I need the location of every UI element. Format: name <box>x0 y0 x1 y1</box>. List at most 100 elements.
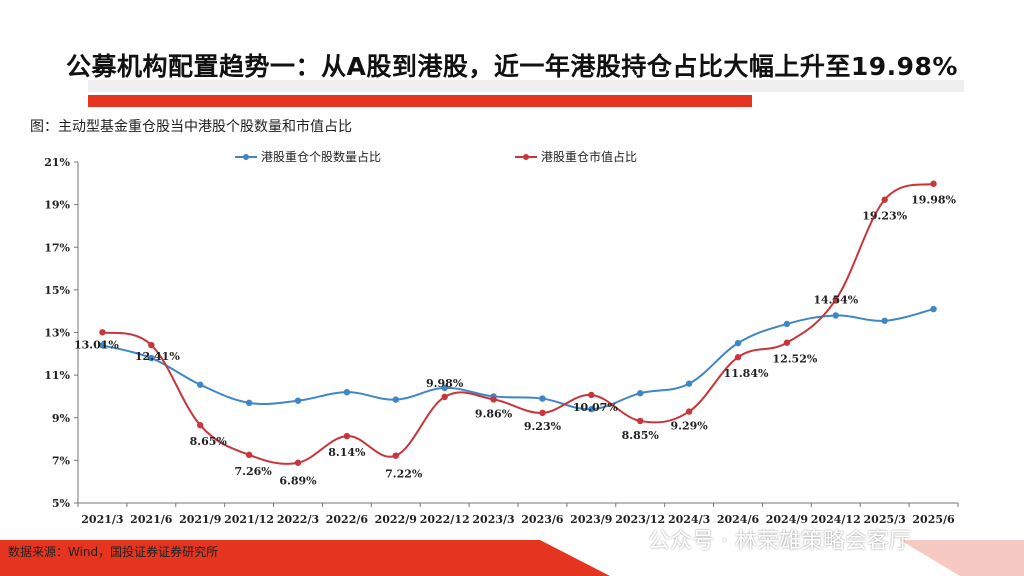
data-point <box>685 380 693 387</box>
data-point <box>881 317 888 324</box>
data-label: 8.14% <box>328 446 366 459</box>
data-point <box>685 408 693 415</box>
x-tick-label: 2025/6 <box>912 513 955 526</box>
series-line-1 <box>102 182 934 465</box>
data-label: 8.85% <box>622 429 660 442</box>
x-tick-label: 2022/3 <box>277 513 319 526</box>
data-label: 9.23% <box>524 420 562 433</box>
data-label: 7.22% <box>385 468 423 481</box>
data-point <box>148 341 155 349</box>
data-label: 14.54% <box>813 294 858 307</box>
legend-label: 港股重仓个股数量占比 <box>261 149 381 164</box>
data-label: 6.89% <box>279 475 317 488</box>
x-tick-label: 2021/3 <box>81 513 123 526</box>
data-point <box>245 451 253 459</box>
data-label: 9.98% <box>426 377 464 390</box>
data-point <box>294 459 302 466</box>
data-point <box>99 329 106 336</box>
data-label: 11.84% <box>724 367 769 380</box>
x-tick-label: 2021/6 <box>130 513 173 526</box>
legend-label: 港股重仓市值占比 <box>541 149 637 164</box>
x-tick-label: 2022/9 <box>375 513 417 526</box>
x-tick-label: 2025/3 <box>864 513 906 526</box>
data-point <box>392 452 399 459</box>
data-point <box>197 422 204 429</box>
data-point <box>539 395 546 402</box>
y-tick-label: 13% <box>44 327 70 340</box>
data-label: 9.86% <box>475 407 513 420</box>
data-point <box>832 312 839 319</box>
data-label: 12.41% <box>135 350 180 363</box>
data-point <box>637 390 644 397</box>
x-tick-label: 2024/12 <box>811 513 861 526</box>
data-point <box>490 396 497 403</box>
data-point <box>832 296 839 303</box>
watermark: 公众号 · 林荣雄策略会客厅 <box>612 523 911 555</box>
y-tick-label: 21% <box>44 156 70 169</box>
data-point <box>734 339 742 347</box>
chart-legend: 港股重仓个股数量占比 港股重仓市值占比 <box>235 149 637 164</box>
data-label: 10.07% <box>573 401 618 414</box>
y-tick-label: 19% <box>44 199 70 212</box>
data-point <box>245 399 253 407</box>
y-tick-label: 17% <box>44 241 70 254</box>
x-tick-label: 2023/6 <box>521 513 564 526</box>
data-point <box>343 388 351 396</box>
x-tick-label: 2024/9 <box>766 513 808 526</box>
data-point <box>588 391 595 399</box>
data-point <box>930 180 937 187</box>
x-tick-label: 2024/3 <box>668 513 710 526</box>
data-label: 19.98% <box>911 194 956 207</box>
data-label: 7.26% <box>234 465 272 478</box>
chart-subtitle: 图：主动型基金重仓股当中港股个股数量和市值占比 <box>30 119 352 135</box>
data-point <box>783 320 791 328</box>
data-point <box>783 339 791 346</box>
page-title: 公募机构配置趋势一：从A股到港股，近一年港股持仓占比大幅上升至19.98% <box>66 52 958 81</box>
data-source-note: 数据来源：Wind，国投证券证券研究所 <box>8 545 219 559</box>
footer-accent-bar <box>0 540 1024 576</box>
x-tick-label: 2023/12 <box>615 513 665 526</box>
data-label: 9.29% <box>670 420 708 433</box>
data-point <box>99 342 106 349</box>
data-point <box>392 396 399 403</box>
data-point <box>637 417 644 425</box>
x-tick-label: 2023/3 <box>472 513 514 526</box>
chart-axes: 5% 7% 9% 11% 13% 15% 17% 19% 21% 2021/3 2021/6 2021… <box>44 156 959 526</box>
y-tick-label: 7% <box>52 454 71 467</box>
data-label: 19.23% <box>862 210 907 223</box>
x-tick-label: 2021/9 <box>179 513 221 526</box>
data-point <box>539 409 546 417</box>
data-label: 13.01% <box>74 338 119 351</box>
data-label: 12.52% <box>772 353 817 366</box>
series-points <box>99 180 937 466</box>
legend-swatch-marker <box>243 154 249 160</box>
data-point <box>881 196 888 203</box>
data-point <box>734 354 742 361</box>
x-tick-label: 2021/12 <box>224 513 274 526</box>
data-labels: 13.01% 12.41% 8.65% 7.26% 6.89% 8.14% 7.22% 9.9… <box>74 194 957 488</box>
data-point <box>343 432 351 440</box>
line-chart: 5% 7% 9% 11% 13% 15% 17% 19% 21% 2021/3 2021/6 2021… <box>44 149 959 526</box>
y-tick-label: 5% <box>52 497 71 510</box>
data-point <box>441 384 448 392</box>
series-line-0 <box>102 308 934 411</box>
x-tick-label: 2024/6 <box>717 513 760 526</box>
wechat-icon <box>612 529 642 551</box>
data-label: 8.65% <box>190 435 228 448</box>
legend-swatch-marker <box>523 154 529 160</box>
y-tick-label: 15% <box>44 284 70 297</box>
y-tick-label: 9% <box>52 412 71 425</box>
x-tick-label: 2022/6 <box>326 513 369 526</box>
x-tick-label: 2023/9 <box>570 513 612 526</box>
series-lines <box>102 182 934 465</box>
data-point <box>441 393 448 401</box>
y-tick-label: 11% <box>44 369 70 382</box>
title-underline-red <box>88 95 752 107</box>
data-point <box>148 354 155 362</box>
data-point <box>294 397 302 404</box>
data-point <box>588 406 595 413</box>
x-tick-label: 2022/12 <box>420 513 470 526</box>
watermark-text: 公众号 · 林荣雄策略会客厅 <box>648 529 911 554</box>
data-point <box>930 305 937 313</box>
data-point <box>197 381 204 388</box>
